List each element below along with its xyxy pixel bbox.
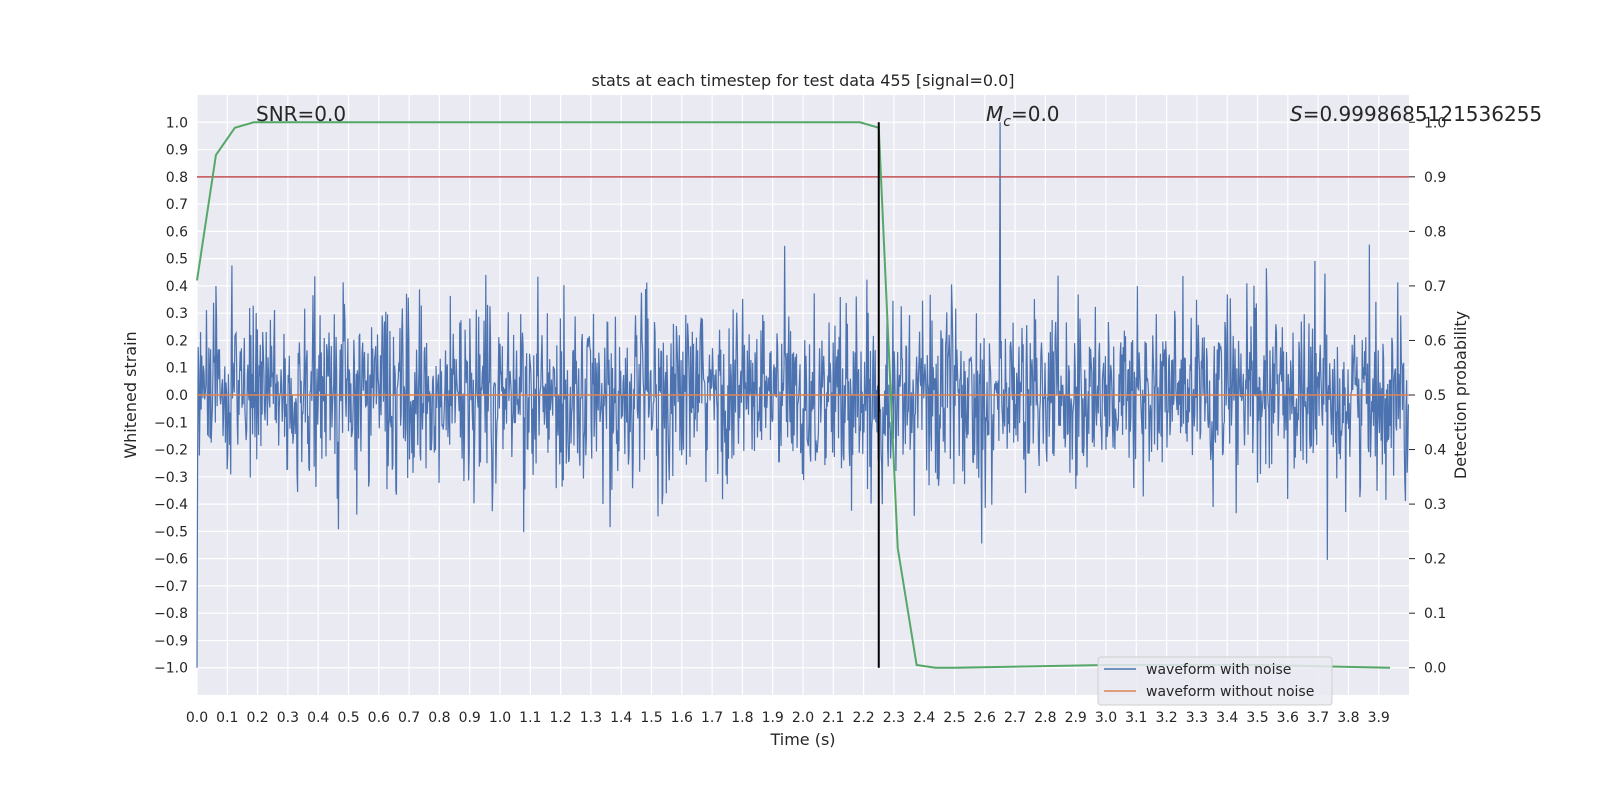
x-tick-label: 2.6 bbox=[974, 710, 996, 726]
x-tick-label: 1.9 bbox=[762, 710, 784, 726]
left-y-tick-label: −0.3 bbox=[154, 470, 188, 486]
x-tick-label: 1.4 bbox=[610, 710, 632, 726]
x-tick-label: 3.2 bbox=[1155, 710, 1177, 726]
chirp-mass-subscript: c bbox=[1003, 114, 1011, 130]
left-y-tick-label: 0.3 bbox=[166, 306, 188, 322]
x-tick-label: 1.6 bbox=[671, 710, 693, 726]
x-tick-label: 3.4 bbox=[1216, 710, 1238, 726]
left-y-tick-label: 0.4 bbox=[166, 279, 188, 295]
right-y-tick-label: 0.0 bbox=[1424, 661, 1446, 677]
legend-label-with-noise: waveform with noise bbox=[1146, 662, 1291, 678]
right-y-tick-label: 0.6 bbox=[1424, 333, 1446, 349]
x-tick-label: 0.0 bbox=[186, 710, 208, 726]
x-tick-label: 2.1 bbox=[822, 710, 844, 726]
right-y-tick-label: 0.5 bbox=[1424, 388, 1446, 404]
x-tick-label: 0.6 bbox=[368, 710, 390, 726]
left-y-tick-label: −0.7 bbox=[154, 579, 188, 595]
x-tick-label: 3.0 bbox=[1095, 710, 1117, 726]
left-y-tick-label: −0.9 bbox=[154, 633, 188, 649]
chirp-mass-value: =0.0 bbox=[1011, 102, 1060, 126]
left-y-tick-label: 0.5 bbox=[166, 252, 188, 268]
detection-probability-line bbox=[196, 121, 1391, 669]
left-y-tick-label: 1.0 bbox=[166, 115, 188, 131]
x-tick-label: 2.7 bbox=[1004, 710, 1026, 726]
right-y-tick-label: 0.2 bbox=[1424, 552, 1446, 568]
x-tick-label: 1.3 bbox=[580, 710, 602, 726]
x-tick-label: 3.7 bbox=[1307, 710, 1329, 726]
series-waveform-with-noise bbox=[196, 122, 1410, 668]
right-y-tick-labels: 0.0 0.1 0.2 0.3 0.4 0.5 0.6 0.7 0.8 0.9 1.0 bbox=[1409, 115, 1446, 677]
x-tick-label: 0.5 bbox=[337, 710, 359, 726]
x-tick-label: 1.5 bbox=[640, 710, 662, 726]
left-y-tick-label: 0.9 bbox=[166, 143, 188, 159]
x-tick-label: 0.9 bbox=[459, 710, 481, 726]
x-tick-label: 1.7 bbox=[701, 710, 723, 726]
x-tick-label: 3.6 bbox=[1277, 710, 1299, 726]
x-tick-label: 1.1 bbox=[519, 710, 541, 726]
right-y-tick-label: 0.1 bbox=[1424, 606, 1446, 622]
x-tick-labels: 0.0 0.1 0.2 0.3 0.4 0.5 0.6 0.7 0.8 0.9 1.0 1.1 1.2 1… bbox=[186, 710, 1390, 726]
right-y-tick-label: 0.7 bbox=[1424, 279, 1446, 295]
x-tick-label: 0.8 bbox=[428, 710, 450, 726]
left-y-tick-label: 0.0 bbox=[166, 388, 188, 404]
waveform-with-noise-line bbox=[196, 122, 1410, 668]
left-y-tick-label: 0.7 bbox=[166, 197, 188, 213]
x-tick-label: 2.4 bbox=[913, 710, 935, 726]
x-tick-label: 2.3 bbox=[883, 710, 905, 726]
x-tick-label: 2.9 bbox=[1065, 710, 1087, 726]
x-tick-label: 2.8 bbox=[1034, 710, 1056, 726]
left-y-tick-label: 0.6 bbox=[166, 224, 188, 240]
chart-title: stats at each timestep for test data 455… bbox=[591, 71, 1014, 90]
left-y-tick-label: 0.2 bbox=[166, 333, 188, 349]
left-y-tick-label: 0.1 bbox=[166, 361, 188, 377]
x-tick-label: 0.2 bbox=[246, 710, 268, 726]
left-y-tick-label: −0.5 bbox=[154, 524, 188, 540]
right-y-tick-label: 0.4 bbox=[1424, 443, 1446, 459]
legend-box bbox=[1097, 656, 1333, 706]
score-symbol: S bbox=[1290, 102, 1303, 126]
legend: waveform with noise waveform without noi… bbox=[1097, 656, 1333, 706]
left-y-tick-label: −0.2 bbox=[154, 443, 188, 459]
x-tick-label: 3.5 bbox=[1246, 710, 1268, 726]
x-tick-label: 0.3 bbox=[277, 710, 299, 726]
x-tick-label: 3.1 bbox=[1125, 710, 1147, 726]
x-tick-label: 0.4 bbox=[307, 710, 329, 726]
left-y-tick-label: 0.8 bbox=[166, 170, 188, 186]
x-axis-label: Time (s) bbox=[769, 730, 835, 749]
x-tick-label: 3.8 bbox=[1337, 710, 1359, 726]
snr-annotation: SNR=0.0 bbox=[256, 102, 346, 126]
score-value: =0.9998685121536255 bbox=[1303, 102, 1542, 126]
right-y-tick-label: 0.3 bbox=[1424, 497, 1446, 513]
x-tick-label: 3.3 bbox=[1186, 710, 1208, 726]
x-tick-label: 0.1 bbox=[216, 710, 238, 726]
x-tick-label: 2.0 bbox=[792, 710, 814, 726]
left-y-axis-label: Whitened strain bbox=[121, 331, 140, 458]
x-tick-label: 2.2 bbox=[852, 710, 874, 726]
left-y-tick-label: −1.0 bbox=[154, 661, 188, 677]
x-tick-label: 3.9 bbox=[1368, 710, 1390, 726]
left-y-tick-label: −0.6 bbox=[154, 552, 188, 568]
right-y-tick-label: 0.8 bbox=[1424, 224, 1446, 240]
score-annotation: S=0.9998685121536255 bbox=[1290, 102, 1542, 126]
right-y-tick-label: 0.9 bbox=[1424, 170, 1446, 186]
detection-probability-path bbox=[196, 121, 1391, 669]
chirp-mass-symbol: M bbox=[986, 102, 1003, 126]
left-y-tick-labels: −1.0 −0.9 −0.8 −0.7 −0.6 −0.5 −0.4 −0.3 −0.2 −0.1… bbox=[154, 115, 188, 676]
left-y-tick-label: −0.1 bbox=[154, 415, 188, 431]
x-tick-label: 1.8 bbox=[731, 710, 753, 726]
left-y-tick-label: −0.8 bbox=[154, 606, 188, 622]
chirp-mass-annotation: Mc=0.0 bbox=[986, 102, 1060, 130]
x-tick-label: 2.5 bbox=[943, 710, 965, 726]
x-tick-label: 1.2 bbox=[549, 710, 571, 726]
x-tick-label: 1.0 bbox=[489, 710, 511, 726]
left-y-tick-label: −0.4 bbox=[154, 497, 188, 513]
legend-label-without-noise: waveform without noise bbox=[1146, 684, 1314, 700]
x-tick-label: 0.7 bbox=[398, 710, 420, 726]
right-y-tick-label: 1.0 bbox=[1424, 115, 1446, 131]
right-y-axis-label: Detection probability bbox=[1451, 311, 1470, 479]
